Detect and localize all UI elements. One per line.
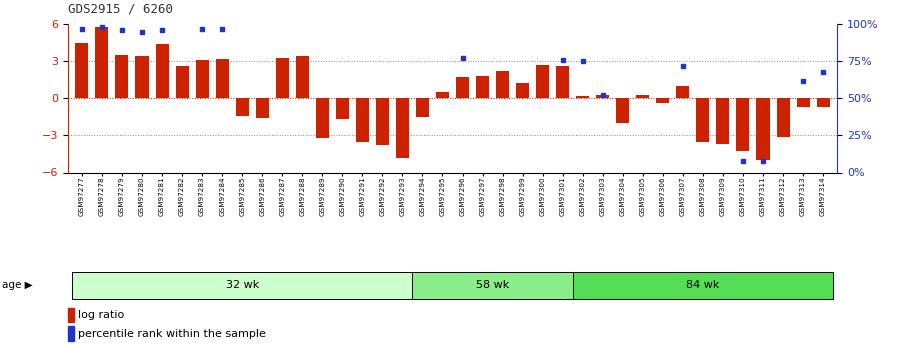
Bar [316, 98, 329, 138]
Bar [276, 58, 289, 98]
Bar [256, 98, 269, 118]
Text: GDS2915 / 6260: GDS2915 / 6260 [68, 2, 173, 16]
Bar [596, 95, 609, 98]
Bar [195, 60, 209, 98]
Bar [717, 98, 729, 144]
Bar [68, 326, 74, 341]
Bar [136, 56, 148, 98]
Bar [156, 44, 168, 98]
Bar [776, 98, 789, 137]
Bar [476, 76, 489, 98]
Bar [516, 83, 529, 98]
Bar [296, 56, 309, 98]
Bar [215, 59, 229, 98]
Text: age ▶: age ▶ [2, 280, 33, 290]
Text: 84 wk: 84 wk [686, 280, 719, 290]
Bar [116, 55, 129, 98]
Bar [75, 43, 89, 98]
Bar [536, 65, 549, 98]
Bar [616, 98, 629, 123]
Bar [336, 98, 348, 119]
Bar [636, 95, 649, 98]
Bar [68, 308, 74, 322]
Bar [816, 98, 830, 107]
Bar [757, 98, 769, 160]
Text: percentile rank within the sample: percentile rank within the sample [78, 329, 266, 339]
Bar [395, 98, 409, 158]
Bar [356, 98, 369, 141]
Text: log ratio: log ratio [78, 310, 124, 320]
Text: 32 wk: 32 wk [225, 280, 259, 290]
Bar [176, 66, 188, 98]
Bar [95, 27, 109, 98]
Bar [573, 272, 834, 299]
Bar [557, 66, 569, 98]
Bar [436, 92, 449, 98]
Text: 58 wk: 58 wk [476, 280, 510, 290]
Bar [676, 86, 690, 98]
Bar [696, 98, 710, 141]
Bar [576, 96, 589, 98]
Bar [376, 98, 389, 145]
Bar [796, 98, 810, 107]
Bar [413, 272, 573, 299]
Bar [416, 98, 429, 117]
Bar [235, 98, 249, 116]
Bar [456, 77, 469, 98]
Bar [737, 98, 749, 151]
Bar [496, 71, 510, 98]
Bar [656, 98, 670, 103]
Bar [71, 272, 413, 299]
